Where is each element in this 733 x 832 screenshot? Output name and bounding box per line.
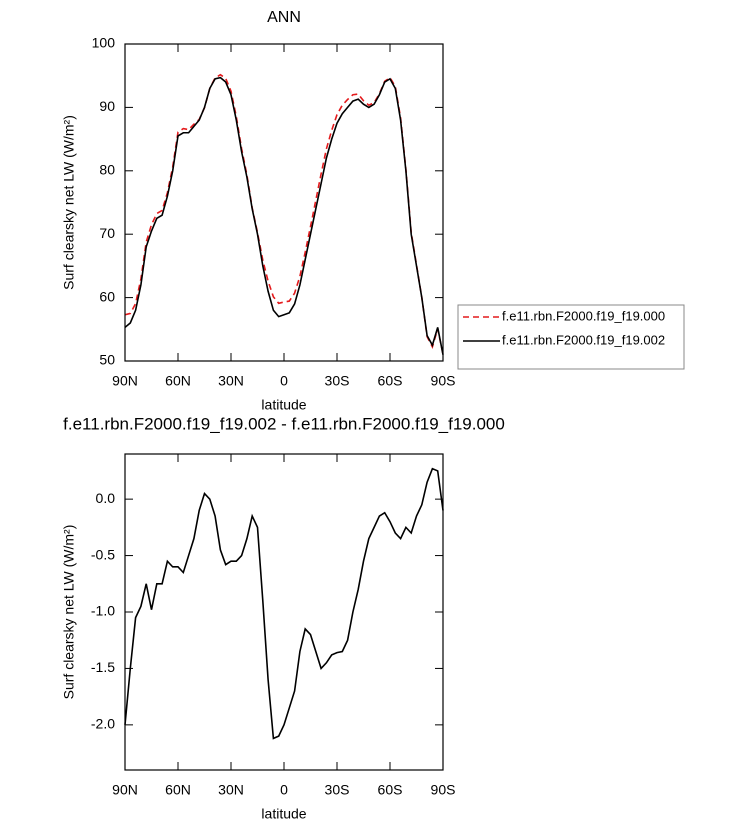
legend-frame	[457, 304, 685, 370]
x-tick-label: 90N	[112, 782, 138, 798]
x-tick-label: 0	[280, 373, 288, 389]
chart-title: f.e11.rbn.F2000.f19_f19.002 - f.e11.rbn.…	[63, 414, 505, 433]
x-axis-label: latitude	[261, 806, 306, 822]
y-tick-label: -2.0	[91, 716, 115, 732]
x-tick-label: 90N	[112, 373, 138, 389]
chart-panel: ANN latitude Surf clearsky net LW (W/m²) 90…	[61, 9, 685, 413]
x-axis-label: latitude	[261, 397, 306, 413]
legend-label: f.e11.rbn.F2000.f19_f19.002	[502, 332, 665, 347]
x-tick-label: 30S	[325, 782, 350, 798]
y-tick-label: -1.0	[91, 603, 115, 619]
y-tick-label: -0.5	[91, 546, 115, 562]
y-tick-label: 60	[99, 288, 115, 304]
y-tick-label: 80	[99, 162, 115, 178]
x-tick-label: 30N	[218, 373, 244, 389]
chart-panel: f.e11.rbn.F2000.f19_f19.002 - f.e11.rbn.…	[61, 414, 505, 821]
x-tick-label: 60S	[378, 373, 403, 389]
x-tick-label: 60S	[378, 782, 403, 798]
legend-label: f.e11.rbn.F2000.f19_f19.000	[502, 308, 665, 323]
x-tick-label: 30N	[218, 782, 244, 798]
x-tick-label: 0	[280, 782, 288, 798]
y-axis-label: Surf clearsky net LW (W/m²)	[61, 525, 77, 700]
series-line	[124, 467, 444, 740]
x-tick-label: 60N	[165, 373, 191, 389]
x-tick-label: 90S	[431, 373, 456, 389]
series-line	[124, 73, 444, 355]
y-tick-label: 100	[92, 35, 116, 51]
chart-title: ANN	[267, 9, 301, 26]
y-tick-label: 90	[99, 98, 115, 114]
y-tick-label: -1.5	[91, 659, 115, 675]
x-tick-label: 30S	[325, 373, 350, 389]
y-tick-label: 0.0	[96, 490, 116, 506]
x-tick-label: 60N	[165, 782, 191, 798]
y-axis-label: Surf clearsky net LW (W/m²)	[61, 115, 77, 290]
x-tick-label: 90S	[431, 782, 456, 798]
plot-frame	[124, 453, 444, 771]
y-tick-label: 70	[99, 225, 115, 241]
plot-frame	[124, 43, 444, 362]
y-tick-label: 50	[99, 352, 115, 368]
series-line	[124, 76, 444, 355]
legend: f.e11.rbn.F2000.f19_f19.000 f.e11.rbn.F20…	[457, 304, 685, 370]
